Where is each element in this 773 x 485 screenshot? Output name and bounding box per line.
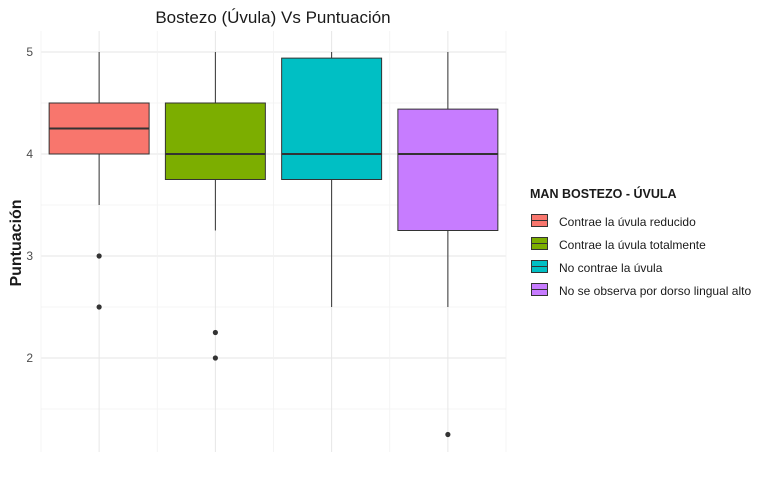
outlier-point [445,431,451,438]
outlier-point [212,329,218,336]
legend-key [530,213,549,230]
box-group [397,52,499,438]
box [281,57,383,180]
box [164,102,266,180]
y-tick-label: 2 [26,351,33,365]
box-group [281,52,383,307]
box-group [164,52,266,361]
chart-title: Bostezo (Úvula) Vs Puntuación [155,8,390,27]
legend-item: Contrae la úvula reducido [530,210,751,233]
outlier-point [96,304,102,310]
y-tick-label: 5 [26,45,33,59]
grid-lines [40,31,507,452]
box [397,108,499,231]
legend-key [530,259,549,276]
legend-label: Contrae la úvula reducido [559,214,696,229]
y-tick-label: 4 [26,147,33,161]
outlier-point [212,355,218,361]
legend-label: Contrae la úvula totalmente [559,237,706,252]
legend-key [530,282,549,299]
legend-title: MAN BOSTEZO - ÚVULA [530,187,677,201]
legend-label: No se observa por dorso lingual alto [559,283,752,298]
outlier-point [96,253,102,259]
legend-item: Contrae la úvula totalmente [530,233,751,256]
legend-item: No contrae la úvula [530,256,751,279]
legend-label: No contrae la úvula [559,260,663,275]
y-axis-ticks: 2 3 4 5 [26,45,33,365]
legend-key [530,236,549,253]
y-tick-label: 3 [26,249,33,263]
box-layer [48,52,499,438]
legend: MAN BOSTEZO - ÚVULA Contrae la úvula red… [530,187,751,302]
y-axis-label: Puntuación [8,199,25,286]
legend-item: No se observa por dorso lingual alto [530,279,751,302]
box-group [48,52,150,310]
